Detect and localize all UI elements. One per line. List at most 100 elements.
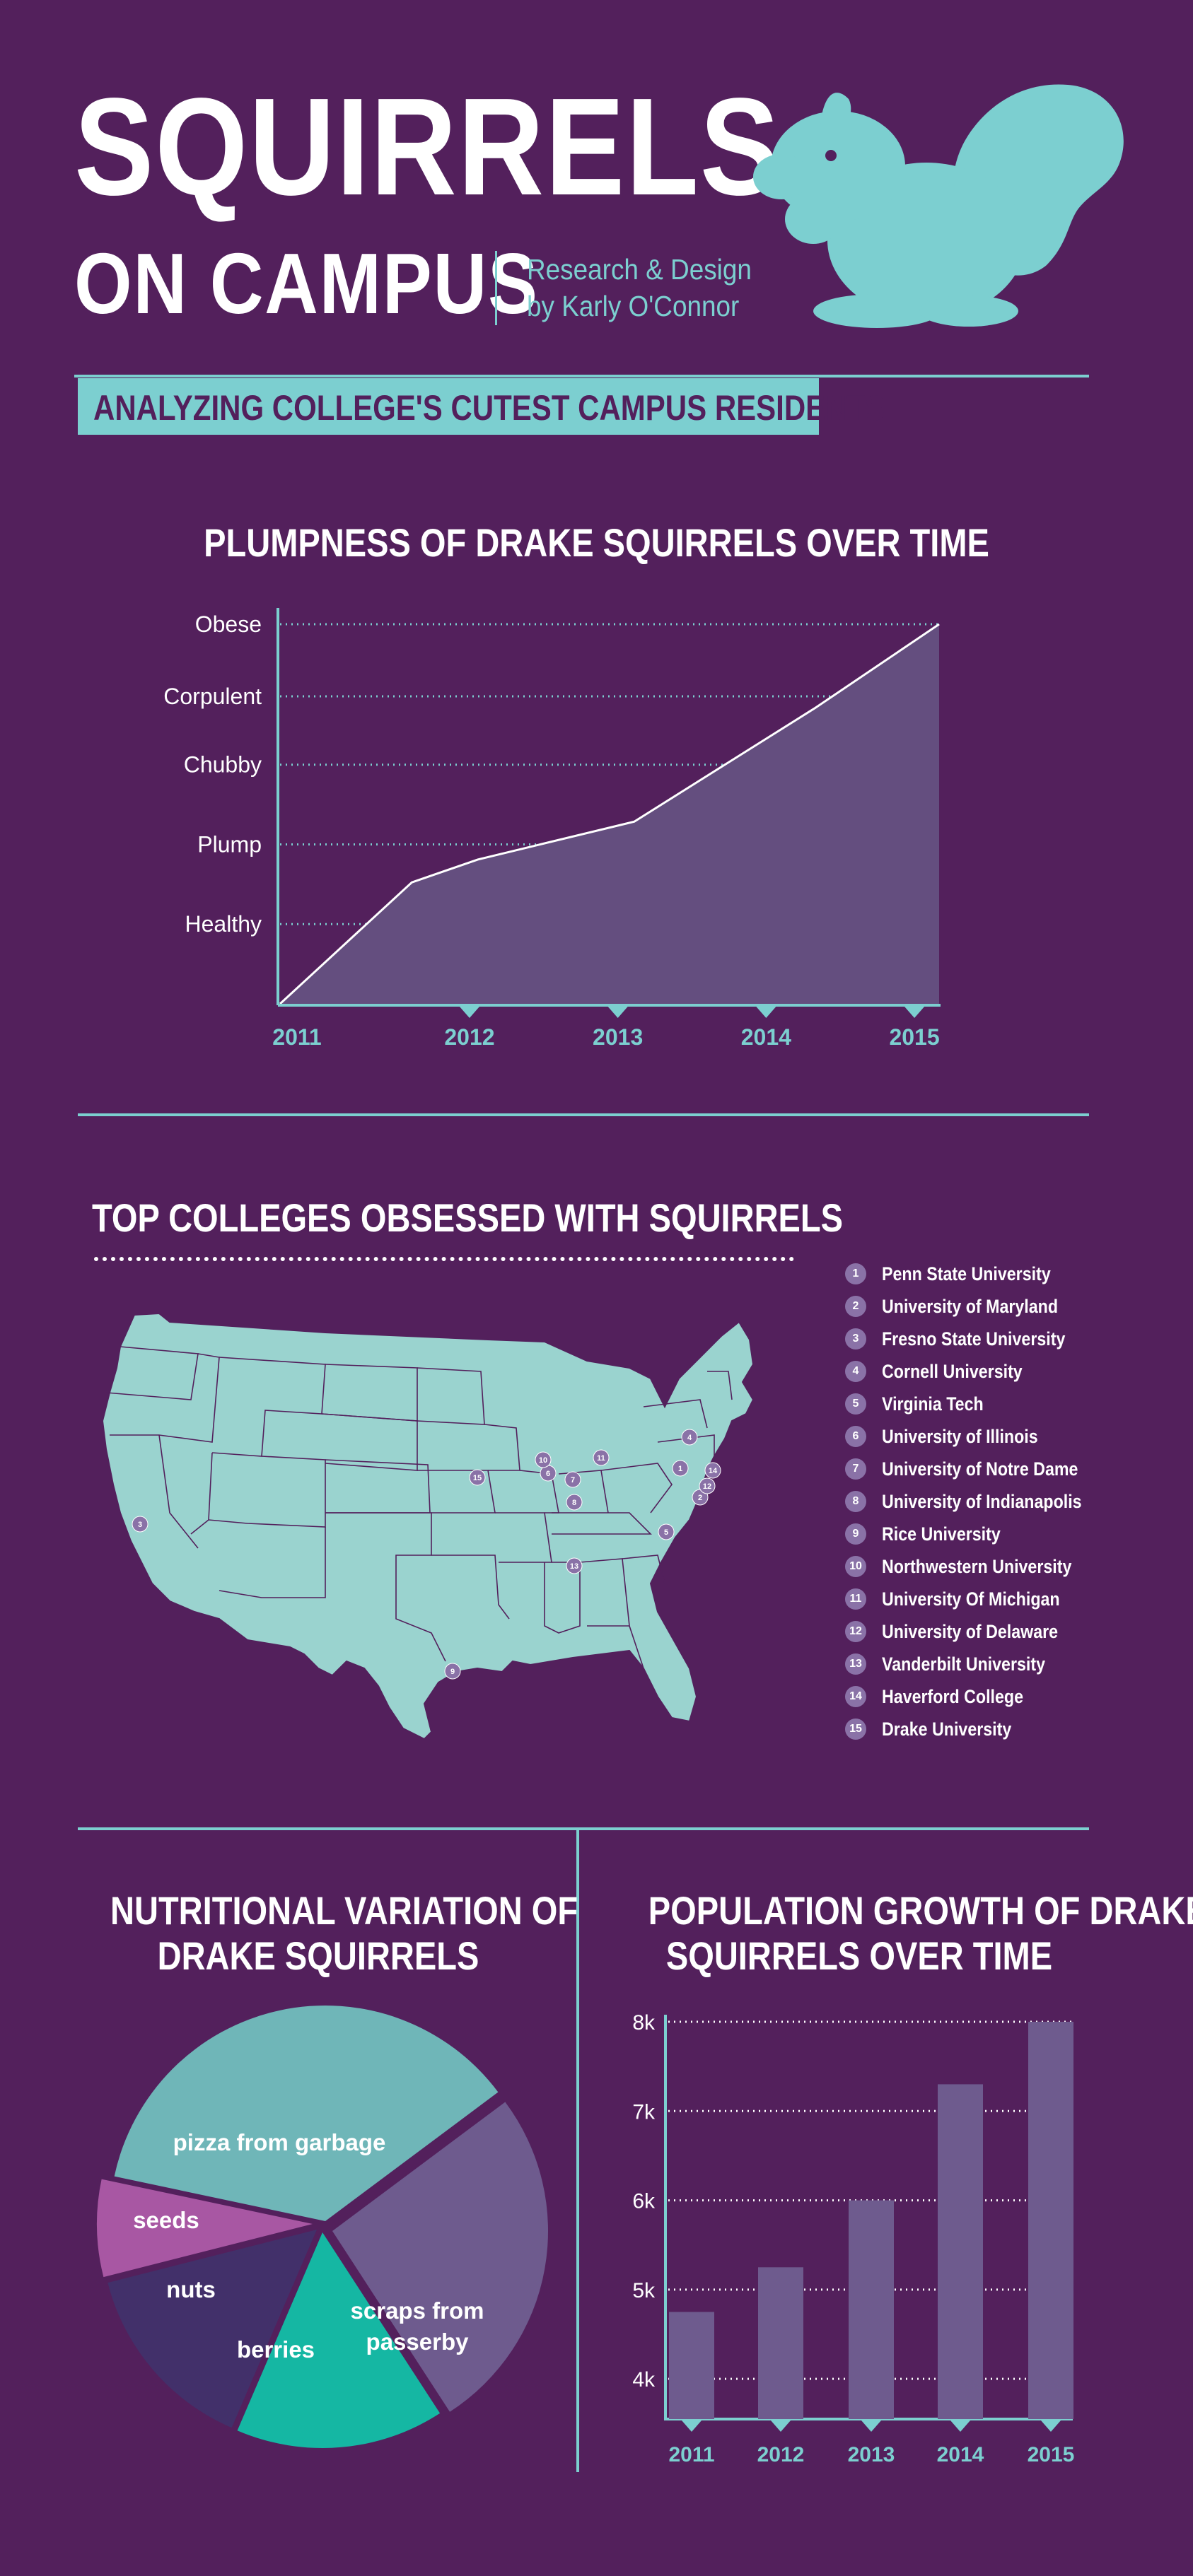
legend-label: Virginia Tech	[882, 1393, 984, 1415]
legend-number: 9	[845, 1523, 866, 1545]
pie-slice	[114, 2006, 499, 2221]
map-marker-label: 5	[664, 1528, 668, 1537]
state-borders	[105, 1346, 733, 1669]
legend-number: 10	[845, 1556, 866, 1577]
map-marker	[444, 1663, 461, 1680]
legend-label: University of Delaware	[882, 1620, 1059, 1642]
legend-item: 1 Penn State University	[845, 1260, 1078, 1288]
legend-item: 6 University of Illinois	[845, 1422, 1064, 1451]
legend-item: 9 Rice University	[845, 1520, 1020, 1548]
pie-slice-label: nuts	[166, 2276, 216, 2302]
population-bar	[669, 2312, 714, 2419]
legend-number: 5	[845, 1393, 866, 1415]
map-marker	[699, 1477, 716, 1494]
legend-item: 3 Fresno State University	[845, 1325, 1095, 1353]
map-marker-label: 4	[687, 1434, 692, 1442]
legend-number: 8	[845, 1491, 866, 1512]
legend-label: Cornell University	[882, 1360, 1023, 1382]
map-marker	[469, 1469, 486, 1486]
population-bar	[938, 2084, 983, 2419]
legend-number: 12	[845, 1621, 866, 1642]
legend-number: 11	[845, 1588, 866, 1610]
population-x-tick-marker	[682, 2420, 702, 2432]
map-marker-label: 2	[698, 1494, 702, 1502]
map-marker-label: 15	[473, 1474, 482, 1482]
plumpness-y-tick-label: Obese	[195, 611, 262, 637]
plumpness-x-tick-marker	[607, 1007, 628, 1018]
title: SQUIRRELS	[74, 69, 781, 224]
legend-label: University of Illinois	[882, 1425, 1038, 1447]
population-y-tick-label: 6k	[632, 2190, 656, 2213]
legend-label: Penn State University	[882, 1263, 1051, 1284]
pie-slice	[107, 2230, 317, 2428]
pie-slice-label: pizza from garbage	[173, 2129, 386, 2155]
credit-author: by Karly O'Connor	[527, 290, 740, 322]
pie-slice-label: passerby	[366, 2329, 470, 2355]
map-marker	[658, 1523, 675, 1540]
squirrel-icon	[753, 84, 1124, 328]
plumpness-x-tick-label: 2013	[593, 1024, 643, 1050]
map-marker	[535, 1451, 552, 1468]
population-x-tick-marker	[861, 2420, 881, 2432]
vertical-divider	[576, 1829, 579, 2472]
map-marker-label: 3	[138, 1521, 142, 1529]
legend-number: 1	[845, 1263, 866, 1284]
map-marker-label: 6	[546, 1470, 550, 1478]
legend-label: University of Maryland	[882, 1295, 1059, 1317]
plumpness-line	[279, 623, 940, 1005]
map-marker	[132, 1516, 149, 1533]
legend-label: University Of Michigan	[882, 1588, 1060, 1610]
plumpness-chart-title: PLUMPNESS OF DRAKE SQUIRRELS OVER TIME	[204, 520, 989, 565]
legend-label: Haverford College	[882, 1685, 1024, 1707]
plumpness-y-tick-label: Healthy	[185, 911, 262, 937]
map-marker	[566, 1557, 583, 1574]
plumpness-y-tick-label: Corpulent	[163, 684, 262, 709]
pie-slice	[97, 2179, 313, 2278]
map-marker	[672, 1460, 689, 1477]
usa-outline	[101, 1312, 755, 1740]
nutrition-pie-chart: pizza from garbage scraps from passerby ber…	[97, 2006, 548, 2448]
population-bar	[1028, 2022, 1073, 2419]
subtitle-banner	[78, 378, 819, 435]
section-divider-2	[78, 1827, 1089, 1830]
map-marker	[564, 1471, 581, 1488]
legend-label: Drake University	[882, 1718, 1012, 1740]
nutrition-title-line2: DRAKE SQUIRRELS	[157, 1933, 479, 1978]
plumpness-area	[280, 624, 939, 1004]
plumpness-x-tick-label: 2011	[272, 1024, 321, 1050]
legend-label: University of Indianapolis	[882, 1490, 1082, 1512]
plumpness-x-tick-label: 2015	[889, 1024, 939, 1050]
legend-item: 4 Cornell University	[845, 1357, 1045, 1386]
legend-number: 7	[845, 1458, 866, 1480]
title-separator	[495, 251, 497, 325]
population-y-tick-label: 7k	[632, 2100, 656, 2124]
legend-item: 7 University of Notre Dame	[845, 1455, 1110, 1483]
map-marker	[566, 1494, 583, 1511]
legend-item: 10 Northwestern University	[845, 1552, 1102, 1581]
population-x-tick-label: 2011	[668, 2443, 714, 2466]
legend-number: 4	[845, 1361, 866, 1382]
colleges-title-underline	[94, 1257, 794, 1261]
population-y-tick-label: 4k	[632, 2368, 656, 2391]
population-x-tick-label: 2014	[937, 2443, 984, 2466]
population-y-tick-label: 5k	[632, 2279, 656, 2302]
legend-item: 13 Vanderbilt University	[845, 1650, 1072, 1678]
legend-number: 13	[845, 1653, 866, 1675]
map-marker-label: 13	[570, 1562, 578, 1571]
legend-number: 14	[845, 1686, 866, 1707]
map-marker-label: 12	[703, 1482, 711, 1491]
population-x-tick-label: 2013	[848, 2443, 895, 2466]
legend-item: 5 Virginia Tech	[845, 1390, 1000, 1418]
plumpness-x-tick-marker	[904, 1007, 925, 1018]
map-marker	[593, 1449, 610, 1466]
subtitle: ANALYZING COLLEGE'S CUTEST CAMPUS RESIDE…	[93, 388, 885, 428]
population-bar	[849, 2200, 894, 2419]
legend-number: 2	[845, 1296, 866, 1317]
plumpness-x-tick-label: 2012	[444, 1024, 494, 1050]
legend-item: 14 Haverford College	[845, 1682, 1047, 1711]
map-marker	[704, 1462, 721, 1479]
map-marker-label: 10	[539, 1456, 547, 1465]
map-marker-label: 14	[709, 1467, 718, 1475]
legend-number: 3	[845, 1328, 866, 1350]
population-x-tick-marker	[771, 2420, 791, 2432]
